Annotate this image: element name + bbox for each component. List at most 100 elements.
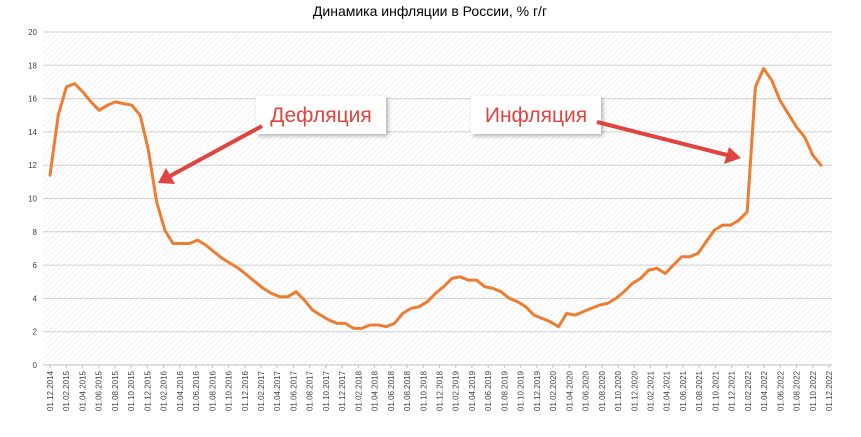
data-point: [368, 323, 372, 327]
data-point: [352, 327, 355, 330]
data-point: [598, 303, 601, 307]
x-tick-label: 01.08.2019: [500, 370, 509, 411]
x-tick-label: 01.12.2019: [533, 370, 542, 411]
x-tick-label: 01.02.2021: [646, 370, 655, 411]
data-point: [163, 228, 167, 232]
y-tick-label: 6: [33, 261, 38, 270]
data-point: [401, 312, 404, 315]
x-tick-label: 01.04.2016: [176, 370, 185, 411]
data-point: [475, 278, 478, 282]
data-point: [270, 292, 273, 295]
x-tick-label: 01.10.2017: [322, 370, 331, 411]
x-tick-label: 01.08.2016: [208, 370, 217, 411]
data-point: [147, 149, 150, 152]
inflation-annotation: Инфляция: [471, 96, 741, 164]
data-point: [139, 114, 142, 117]
x-tick-label: 01.04.2019: [468, 370, 477, 411]
x-tick-label: 01.10.2016: [225, 370, 234, 411]
x-tick-label: 01.08.2020: [598, 370, 607, 411]
data-point: [467, 278, 470, 282]
chart-title: Динамика инфляции в России, % г/г: [313, 3, 547, 19]
inflation-label-box: [471, 96, 601, 134]
data-point: [639, 277, 642, 280]
x-tick-label: 01.12.2017: [338, 370, 347, 411]
data-point: [491, 287, 495, 290]
data-point: [499, 290, 503, 293]
x-tick-label: 01.08.2021: [695, 370, 704, 411]
x-tick-label: 01.12.2016: [241, 370, 250, 411]
y-axis: 0 2 4 6 8 10 12 14 16 18 20: [28, 28, 37, 370]
data-point: [483, 285, 486, 288]
data-point: [663, 272, 667, 275]
data-point: [573, 313, 577, 317]
y-tick-label: 18: [28, 61, 37, 70]
data-point: [245, 273, 249, 277]
x-tick-label: 01.12.2022: [825, 370, 834, 411]
data-point: [73, 82, 76, 85]
data-point: [581, 310, 585, 313]
data-point: [713, 228, 716, 232]
data-point: [819, 164, 823, 167]
data-point: [303, 298, 306, 302]
x-tick-label: 01.12.2021: [728, 370, 737, 411]
x-tick-label: 01.10.2021: [711, 370, 720, 411]
data-point: [622, 290, 626, 293]
y-tick-label: 2: [33, 328, 38, 337]
deflation-arrow-shaft: [169, 124, 263, 178]
gridlines: [43, 31, 832, 366]
data-point: [294, 290, 298, 293]
data-point: [754, 85, 757, 89]
y-tick-label: 8: [33, 228, 38, 237]
data-point: [81, 90, 85, 94]
x-tick-label: 01.04.2015: [78, 370, 87, 411]
x-tick-label: 01.12.2015: [143, 370, 152, 411]
series-group: [48, 67, 823, 330]
data-point: [590, 307, 593, 310]
x-tick-label: 01.08.2017: [306, 370, 315, 411]
data-point: [253, 280, 257, 283]
data-point: [335, 322, 339, 325]
deflation-label: Дефляция: [270, 104, 371, 127]
x-tick-label: 01.06.2018: [387, 370, 396, 411]
deflation-label-box: [256, 96, 386, 134]
data-point: [196, 238, 199, 242]
data-point: [237, 267, 240, 270]
inflation-label: Инфляция: [485, 104, 587, 127]
x-tick-label: 01.08.2015: [111, 370, 120, 411]
data-point: [729, 223, 732, 227]
data-point: [631, 282, 634, 285]
y-tick-label: 14: [28, 128, 37, 137]
x-tick-label: 01.04.2017: [273, 370, 282, 411]
data-point: [647, 268, 650, 272]
x-tick-label: 01.06.2022: [776, 370, 785, 411]
data-point: [65, 85, 68, 89]
data-point: [319, 313, 322, 317]
data-point: [770, 79, 773, 82]
x-axis: 01.12.2014 01.02.2015 01.04.2015 01.06.2015…: [46, 365, 834, 411]
data-point: [540, 317, 544, 320]
x-tick-label: 01.10.2018: [419, 370, 428, 411]
deflation-annotation: Дефляция: [158, 96, 386, 184]
data-point: [450, 277, 454, 280]
data-point: [417, 305, 421, 308]
data-point: [442, 285, 445, 288]
data-point: [106, 104, 109, 107]
data-point: [204, 243, 208, 247]
data-point: [516, 300, 519, 303]
data-point: [532, 313, 536, 317]
x-tick-label: 01.06.2016: [192, 370, 201, 411]
data-point: [786, 112, 790, 115]
x-tick-label: 01.02.2022: [744, 370, 753, 411]
deflation-arrow-head: [158, 168, 175, 184]
data-point: [48, 173, 52, 177]
data-point: [393, 322, 396, 325]
data-point: [688, 255, 691, 258]
data-point: [180, 242, 183, 245]
data-point: [426, 300, 429, 303]
data-point: [221, 257, 224, 260]
data-point: [114, 100, 117, 104]
data-point: [434, 292, 437, 295]
data-point: [704, 240, 708, 243]
data-point: [745, 210, 749, 214]
